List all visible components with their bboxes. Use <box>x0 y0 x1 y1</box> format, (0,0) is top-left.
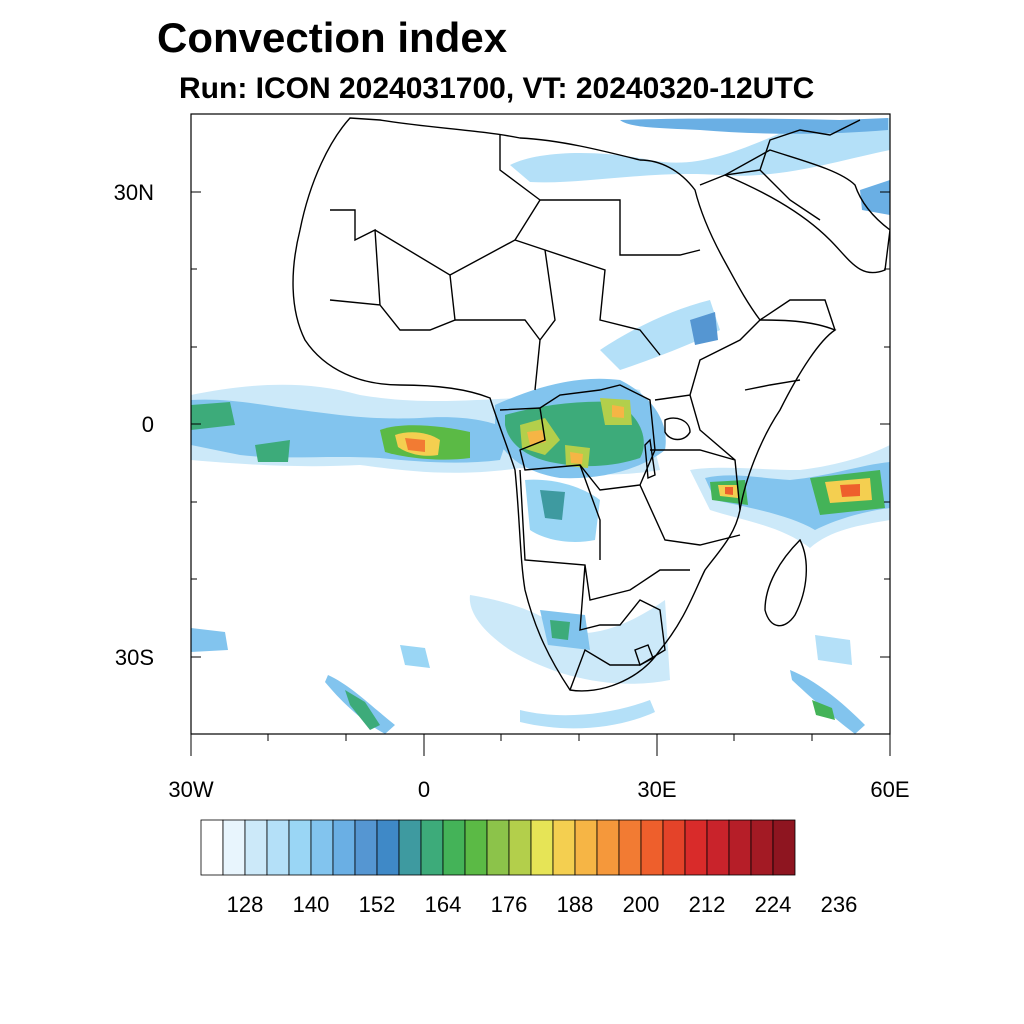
field-south-africa-green <box>550 620 570 640</box>
border-lesotho <box>634 644 654 667</box>
colorbar-swatch <box>398 819 422 876</box>
field-congo-hot <box>527 405 624 464</box>
colorbar-swatch <box>750 819 774 876</box>
colorbar-swatch <box>728 819 752 876</box>
field-west-edge <box>191 628 228 652</box>
lat-label-0: 0 <box>142 412 154 437</box>
colorbar-label: 152 <box>359 892 396 917</box>
lon-label-30e: 30E <box>637 777 676 802</box>
colorbar-swatch <box>684 819 708 876</box>
field-south-ocean-streak <box>520 700 655 729</box>
field-atlantic-hottest <box>405 438 425 452</box>
colorbar <box>200 819 796 876</box>
lat-label-30s: 30S <box>115 645 154 670</box>
border-mideast <box>699 119 861 221</box>
border-horn <box>744 299 836 391</box>
colorbar-label: 224 <box>755 892 792 917</box>
colorbar-swatch <box>486 819 510 876</box>
lat-label-30n: 30N <box>114 180 154 205</box>
colorbar-swatch <box>376 819 400 876</box>
field-indian-ocean-hot <box>718 478 872 503</box>
lake-tanganyika <box>644 438 656 480</box>
border-west-africa <box>329 209 456 331</box>
lon-label-60e: 60E <box>870 777 909 802</box>
colorbar-swatch <box>618 819 642 876</box>
lake-victoria <box>664 417 691 441</box>
plot-subtitle: Run: ICON 2024031700, VT: 20240320-12UTC <box>179 72 815 105</box>
colorbar-labels: 128 140 152 164 176 188 200 212 224 236 <box>227 892 858 917</box>
arabian-peninsula-coast <box>723 149 890 274</box>
madagascar-coast <box>764 538 808 627</box>
colorbar-swatch <box>552 819 576 876</box>
colorbar-swatch <box>310 819 334 876</box>
coastlines-borders <box>292 117 890 692</box>
colorbar-label: 200 <box>623 892 660 917</box>
colorbar-swatch <box>288 819 312 876</box>
border-sahara <box>449 135 701 276</box>
africa-coastline <box>292 117 837 692</box>
colorbar-swatch <box>244 819 268 876</box>
plot-title: Convection index <box>157 14 508 61</box>
field-congo-core <box>520 398 632 468</box>
field-sw-streak-core <box>345 690 380 730</box>
colorbar-swatch <box>596 819 620 876</box>
colorbar-swatch <box>640 819 664 876</box>
field-se-streak-core <box>812 700 835 720</box>
colorbar-label: 176 <box>491 892 528 917</box>
field-ethiopia-core <box>690 312 718 345</box>
field-arabian <box>860 180 890 215</box>
colorbar-swatch <box>222 819 246 876</box>
colorbar-swatch <box>354 819 378 876</box>
field-ethiopia <box>600 300 720 370</box>
colorbar-label: 188 <box>557 892 594 917</box>
colorbar-label: 164 <box>425 892 462 917</box>
colorbar-swatch <box>442 819 466 876</box>
colorbar-swatch <box>662 819 686 876</box>
colorbar-swatch <box>200 819 224 876</box>
lon-label-0: 0 <box>418 777 430 802</box>
colorbar-label: 212 <box>689 892 726 917</box>
colorbar-swatch <box>508 819 532 876</box>
colorbar-swatch <box>530 819 554 876</box>
colorbar-swatch <box>706 819 730 876</box>
field-madagascar-east <box>815 635 852 665</box>
field-angola-green <box>540 490 565 520</box>
lon-label-30w: 30W <box>168 777 213 802</box>
border-congo <box>499 384 656 491</box>
colorbar-swatch <box>266 819 290 876</box>
border-southern <box>519 469 690 691</box>
colorbar-swatch <box>574 819 598 876</box>
field-atlantic-band-green <box>191 402 290 462</box>
field-north-band <box>510 118 890 183</box>
border-central <box>455 239 661 391</box>
colorbar-label: 140 <box>293 892 330 917</box>
field-mid-atlantic-blob <box>400 645 430 668</box>
colorbar-swatch <box>464 819 488 876</box>
convection-field <box>191 118 890 734</box>
axis-ticks <box>190 191 891 756</box>
border-angola-zambia <box>579 464 741 560</box>
field-indian-ocean-hottest <box>725 484 860 497</box>
border-east <box>650 319 761 511</box>
colorbar-swatch <box>332 819 356 876</box>
colorbar-swatch <box>420 819 444 876</box>
colorbar-swatch <box>772 819 796 876</box>
colorbar-label: 236 <box>821 892 858 917</box>
colorbar-label: 128 <box>227 892 264 917</box>
field-se-streak <box>790 670 865 734</box>
field-north-band-core <box>620 118 888 134</box>
